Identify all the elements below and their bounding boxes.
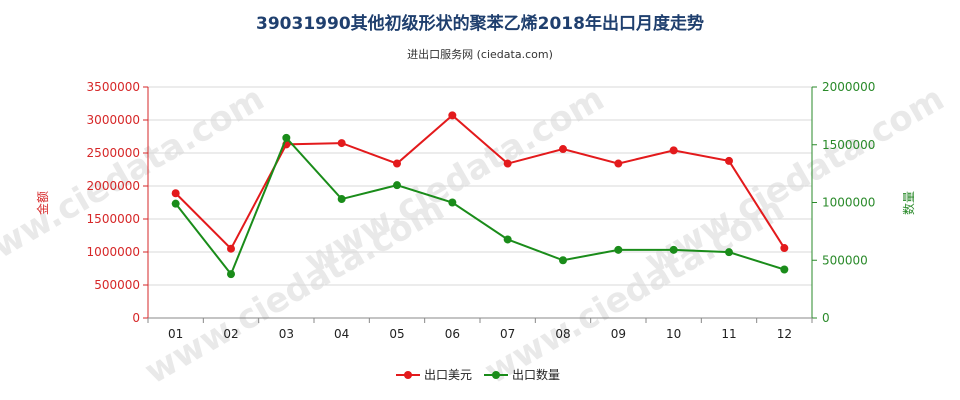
- right-tick-label: 500000: [822, 253, 868, 267]
- legend: 出口美元 出口数量: [396, 367, 560, 382]
- right-axis-ticks: 0 500000 1000000 1500000 2000000: [812, 80, 875, 325]
- data-point: [393, 181, 401, 190]
- x-axis-ticks: 01 02 03 04 05 06 07 08 09 10 11 12: [147, 318, 813, 341]
- data-point: [725, 156, 733, 165]
- left-tick-label: 500000: [94, 278, 140, 292]
- data-point: [227, 244, 235, 253]
- data-point: [171, 189, 180, 198]
- x-tick-label: 07: [500, 327, 515, 341]
- x-tick-label: 10: [666, 327, 681, 341]
- data-point: [227, 270, 235, 279]
- data-point: [614, 245, 623, 254]
- legend-label-quantity: 出口数量: [512, 367, 560, 382]
- legend-label-amount: 出口美元: [424, 368, 472, 382]
- data-point: [559, 256, 567, 265]
- x-tick-label: 01: [168, 327, 183, 341]
- data-point: [171, 199, 180, 208]
- x-tick-label: 12: [777, 327, 792, 341]
- right-axis-title: 数量: [901, 191, 916, 215]
- data-point: [448, 198, 457, 207]
- data-point: [282, 133, 291, 142]
- right-tick-label: 2000000: [822, 80, 875, 94]
- left-tick-label: 3500000: [87, 80, 140, 94]
- data-point: [614, 159, 623, 168]
- x-tick-label: 03: [279, 327, 294, 341]
- left-tick-label: 1500000: [87, 212, 140, 226]
- data-point: [337, 139, 346, 148]
- x-tick-label: 02: [223, 327, 238, 341]
- gridlines: [148, 86, 812, 319]
- right-tick-label: 0: [822, 311, 830, 325]
- data-point: [503, 159, 512, 168]
- data-point: [503, 235, 512, 244]
- data-point: [669, 146, 678, 155]
- left-tick-label: 2000000: [87, 179, 140, 193]
- legend-marker-quantity: [492, 371, 500, 379]
- left-axis-ticks: 0 500000 1000000 1500000 2000000 2500000 30000…: [87, 80, 148, 325]
- left-tick-label: 1000000: [87, 245, 140, 259]
- x-tick-label: 09: [611, 327, 626, 341]
- x-tick-label: 04: [334, 327, 349, 341]
- x-tick-label: 05: [389, 327, 404, 341]
- left-tick-label: 0: [132, 311, 140, 325]
- data-point: [559, 145, 567, 154]
- legend-marker-amount: [404, 371, 412, 379]
- left-tick-label: 2500000: [87, 146, 140, 160]
- series-quantity: [171, 133, 789, 279]
- series-line: [174, 135, 785, 277]
- data-point: [448, 111, 457, 120]
- legend-item-quantity[interactable]: 出口数量: [484, 367, 560, 382]
- watermark-layer: www.ciedata.com www.ciedata.com www.ciedat…: [0, 79, 951, 393]
- series-layer: [171, 111, 789, 279]
- x-tick-label: 11: [721, 327, 736, 341]
- chart-title: 39031990其他初级形状的聚苯乙烯2018年出口月度走势: [256, 13, 704, 34]
- x-tick-label: 08: [555, 327, 570, 341]
- right-tick-label: 1000000: [822, 196, 875, 210]
- data-point: [780, 265, 789, 274]
- left-tick-label: 3000000: [87, 113, 140, 127]
- data-point: [725, 248, 733, 257]
- data-point: [780, 244, 789, 253]
- data-point: [669, 245, 678, 254]
- data-point: [337, 195, 346, 204]
- right-tick-label: 1500000: [822, 138, 875, 152]
- chart-subtitle: 进出口服务网 (ciedata.com): [407, 47, 553, 61]
- data-point: [393, 159, 401, 168]
- legend-item-amount[interactable]: 出口美元: [396, 368, 472, 382]
- x-tick-label: 06: [445, 327, 460, 341]
- left-axis-title: 金额: [35, 191, 50, 215]
